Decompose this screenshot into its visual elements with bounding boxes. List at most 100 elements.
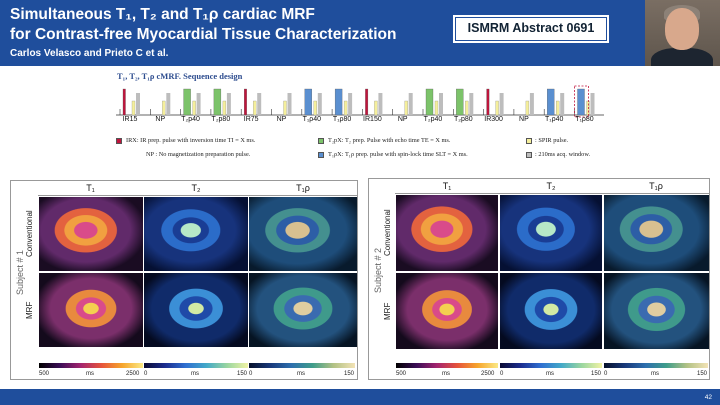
subject1-col-t1rho: T₁ρ <box>249 181 357 196</box>
ir-legend-text: IRX: IR prep. pulse with inversion time … <box>126 137 256 144</box>
sequence-block-label: T₂p40 <box>423 116 443 123</box>
prep-pulse <box>547 88 555 116</box>
t1r-legend-swatch <box>318 152 324 158</box>
spir-pulse <box>404 100 408 116</box>
spir-pulse <box>525 100 530 116</box>
t2-legend-text: T₂pX: T₂ prep. Pulse with echo time TE =… <box>328 137 451 144</box>
spir-pulse <box>192 100 196 116</box>
slide-authors: Carlos Velasco and Prieto C et al. <box>10 48 169 59</box>
subject1-row-conventional: Conventional <box>25 210 34 258</box>
slide-header: Simultaneous T₁, T₂ and T₁ρ cardiac MRF … <box>0 0 720 66</box>
subject2-row-mrf: MRF <box>383 302 392 320</box>
spir-pulse <box>222 100 227 116</box>
sequence-title: T₁, T₂, T₁ρ cMRF. Sequence design <box>117 71 243 81</box>
prep-pulse <box>122 88 126 116</box>
acq-window <box>378 93 383 115</box>
spir-pulse <box>162 100 166 116</box>
subject2-t1-colorbar <box>396 363 498 368</box>
subject1-panel: Subject # 1 T₁ T₂ T₁ρ Conventional MRF 5… <box>10 180 358 380</box>
sequence-block-label: NP <box>276 116 287 123</box>
prep-pulse <box>577 88 585 116</box>
sequence-block-label: IR150 <box>363 116 382 123</box>
speaker-video[interactable] <box>645 0 720 66</box>
sequence-block-label: IR300 <box>484 116 503 123</box>
acq-window <box>136 93 140 115</box>
acq-window <box>166 93 171 115</box>
sequence-blocks <box>119 85 595 118</box>
subject2-row-conventional: Conventional <box>383 209 392 257</box>
acq-window <box>226 93 231 115</box>
prep-pulse <box>456 88 464 116</box>
sequence-block-label: IR15 <box>122 116 138 123</box>
acq-window <box>317 93 322 115</box>
slide-title-line2: for Contrast-free Myocardial Tissue Char… <box>10 26 397 43</box>
acq-window <box>469 93 474 115</box>
np-legend-text: NP : No magnetization preparation pulse. <box>146 151 251 158</box>
prep-pulse <box>244 88 247 116</box>
acq-window <box>529 93 534 115</box>
subject2-mrf-t1-map <box>396 273 498 349</box>
cbar-unit: ms <box>191 371 199 377</box>
spir-pulse <box>283 100 287 116</box>
subject2-conv-t1-map <box>396 195 498 271</box>
cbar-unit: ms <box>297 371 305 377</box>
prep-pulse <box>425 88 434 116</box>
slide-footer <box>0 389 720 405</box>
sequence-timeline <box>116 85 604 118</box>
sequence-block-label: T₁ρ40 <box>544 116 564 123</box>
spir-pulse <box>586 100 590 116</box>
sequence-block-label: T₂p40 <box>181 116 200 123</box>
acq-window <box>439 93 443 115</box>
cbar-unit: ms <box>442 371 450 377</box>
cbar-min: 0 <box>500 371 504 377</box>
sequence-block-label: T₂p80 <box>211 116 231 123</box>
spir-pulse <box>253 100 257 116</box>
ir-legend-swatch <box>116 138 122 144</box>
prep-pulse <box>183 88 191 116</box>
acq-window <box>257 93 262 115</box>
subject2-col-t1: T₁ <box>395 179 499 194</box>
t2-legend-swatch <box>318 138 324 144</box>
slide-title-line1: Simultaneous T₁, T₂ and T₁ρ cardiac MRF <box>10 6 315 23</box>
cbar-unit: ms <box>546 371 554 377</box>
cbar-max: 150 <box>344 371 355 377</box>
t1r-legend-text: T₁ρX: T₁ρ prep. pulse with spin-lock tim… <box>328 151 468 158</box>
acq-window <box>590 93 595 115</box>
sequence-block-label: T₁ρ80 <box>332 116 352 123</box>
subject2-mrf-t2-map <box>500 273 602 349</box>
prep-pulse <box>334 88 343 116</box>
subject1-row-mrf: MRF <box>25 301 34 320</box>
subject1-conv-t1rho-map <box>249 197 357 271</box>
cbar-max: 150 <box>697 371 708 377</box>
speaker-face <box>665 8 699 50</box>
speaker-body <box>651 48 713 66</box>
spir-pulse <box>343 100 348 116</box>
cbar-max: 150 <box>591 371 602 377</box>
spir-pulse <box>556 100 560 116</box>
subject1-col-t2: T₂ <box>143 181 249 196</box>
spir-pulse <box>465 100 469 116</box>
subject2-conv-t1rho-map <box>604 195 709 271</box>
prep-pulse <box>486 88 490 116</box>
subject1-mrf-t1-map <box>39 273 143 347</box>
acq-legend-swatch <box>526 152 532 158</box>
subject2-col-t1rho: T₁ρ <box>603 179 709 194</box>
subject1-col-t1: T₁ <box>38 181 143 196</box>
sequence-block-label: IR75 <box>243 116 259 123</box>
subject2-mrf-t1rho-map <box>604 273 709 349</box>
cbar-max: 150 <box>237 371 248 377</box>
subject1-t1rho-colorbar <box>249 363 355 368</box>
highlight-box <box>574 85 589 118</box>
sequence-block-label: NP <box>519 116 529 123</box>
cbar-min: 0 <box>144 371 148 377</box>
cbar-unit: ms <box>86 371 94 377</box>
cbar-max: 2500 <box>481 371 495 377</box>
sequence-block-label: T₁ρ80 <box>575 116 594 123</box>
cbar-unit: ms <box>651 371 659 377</box>
spir-pulse <box>495 100 499 116</box>
spir-pulse <box>434 100 439 116</box>
subject1-mrf-t1rho-map <box>249 273 357 347</box>
sequence-block-label: T₁ρ40 <box>302 116 321 123</box>
spir-pulse <box>313 100 317 116</box>
subject2-t1rho-colorbar <box>604 363 708 368</box>
